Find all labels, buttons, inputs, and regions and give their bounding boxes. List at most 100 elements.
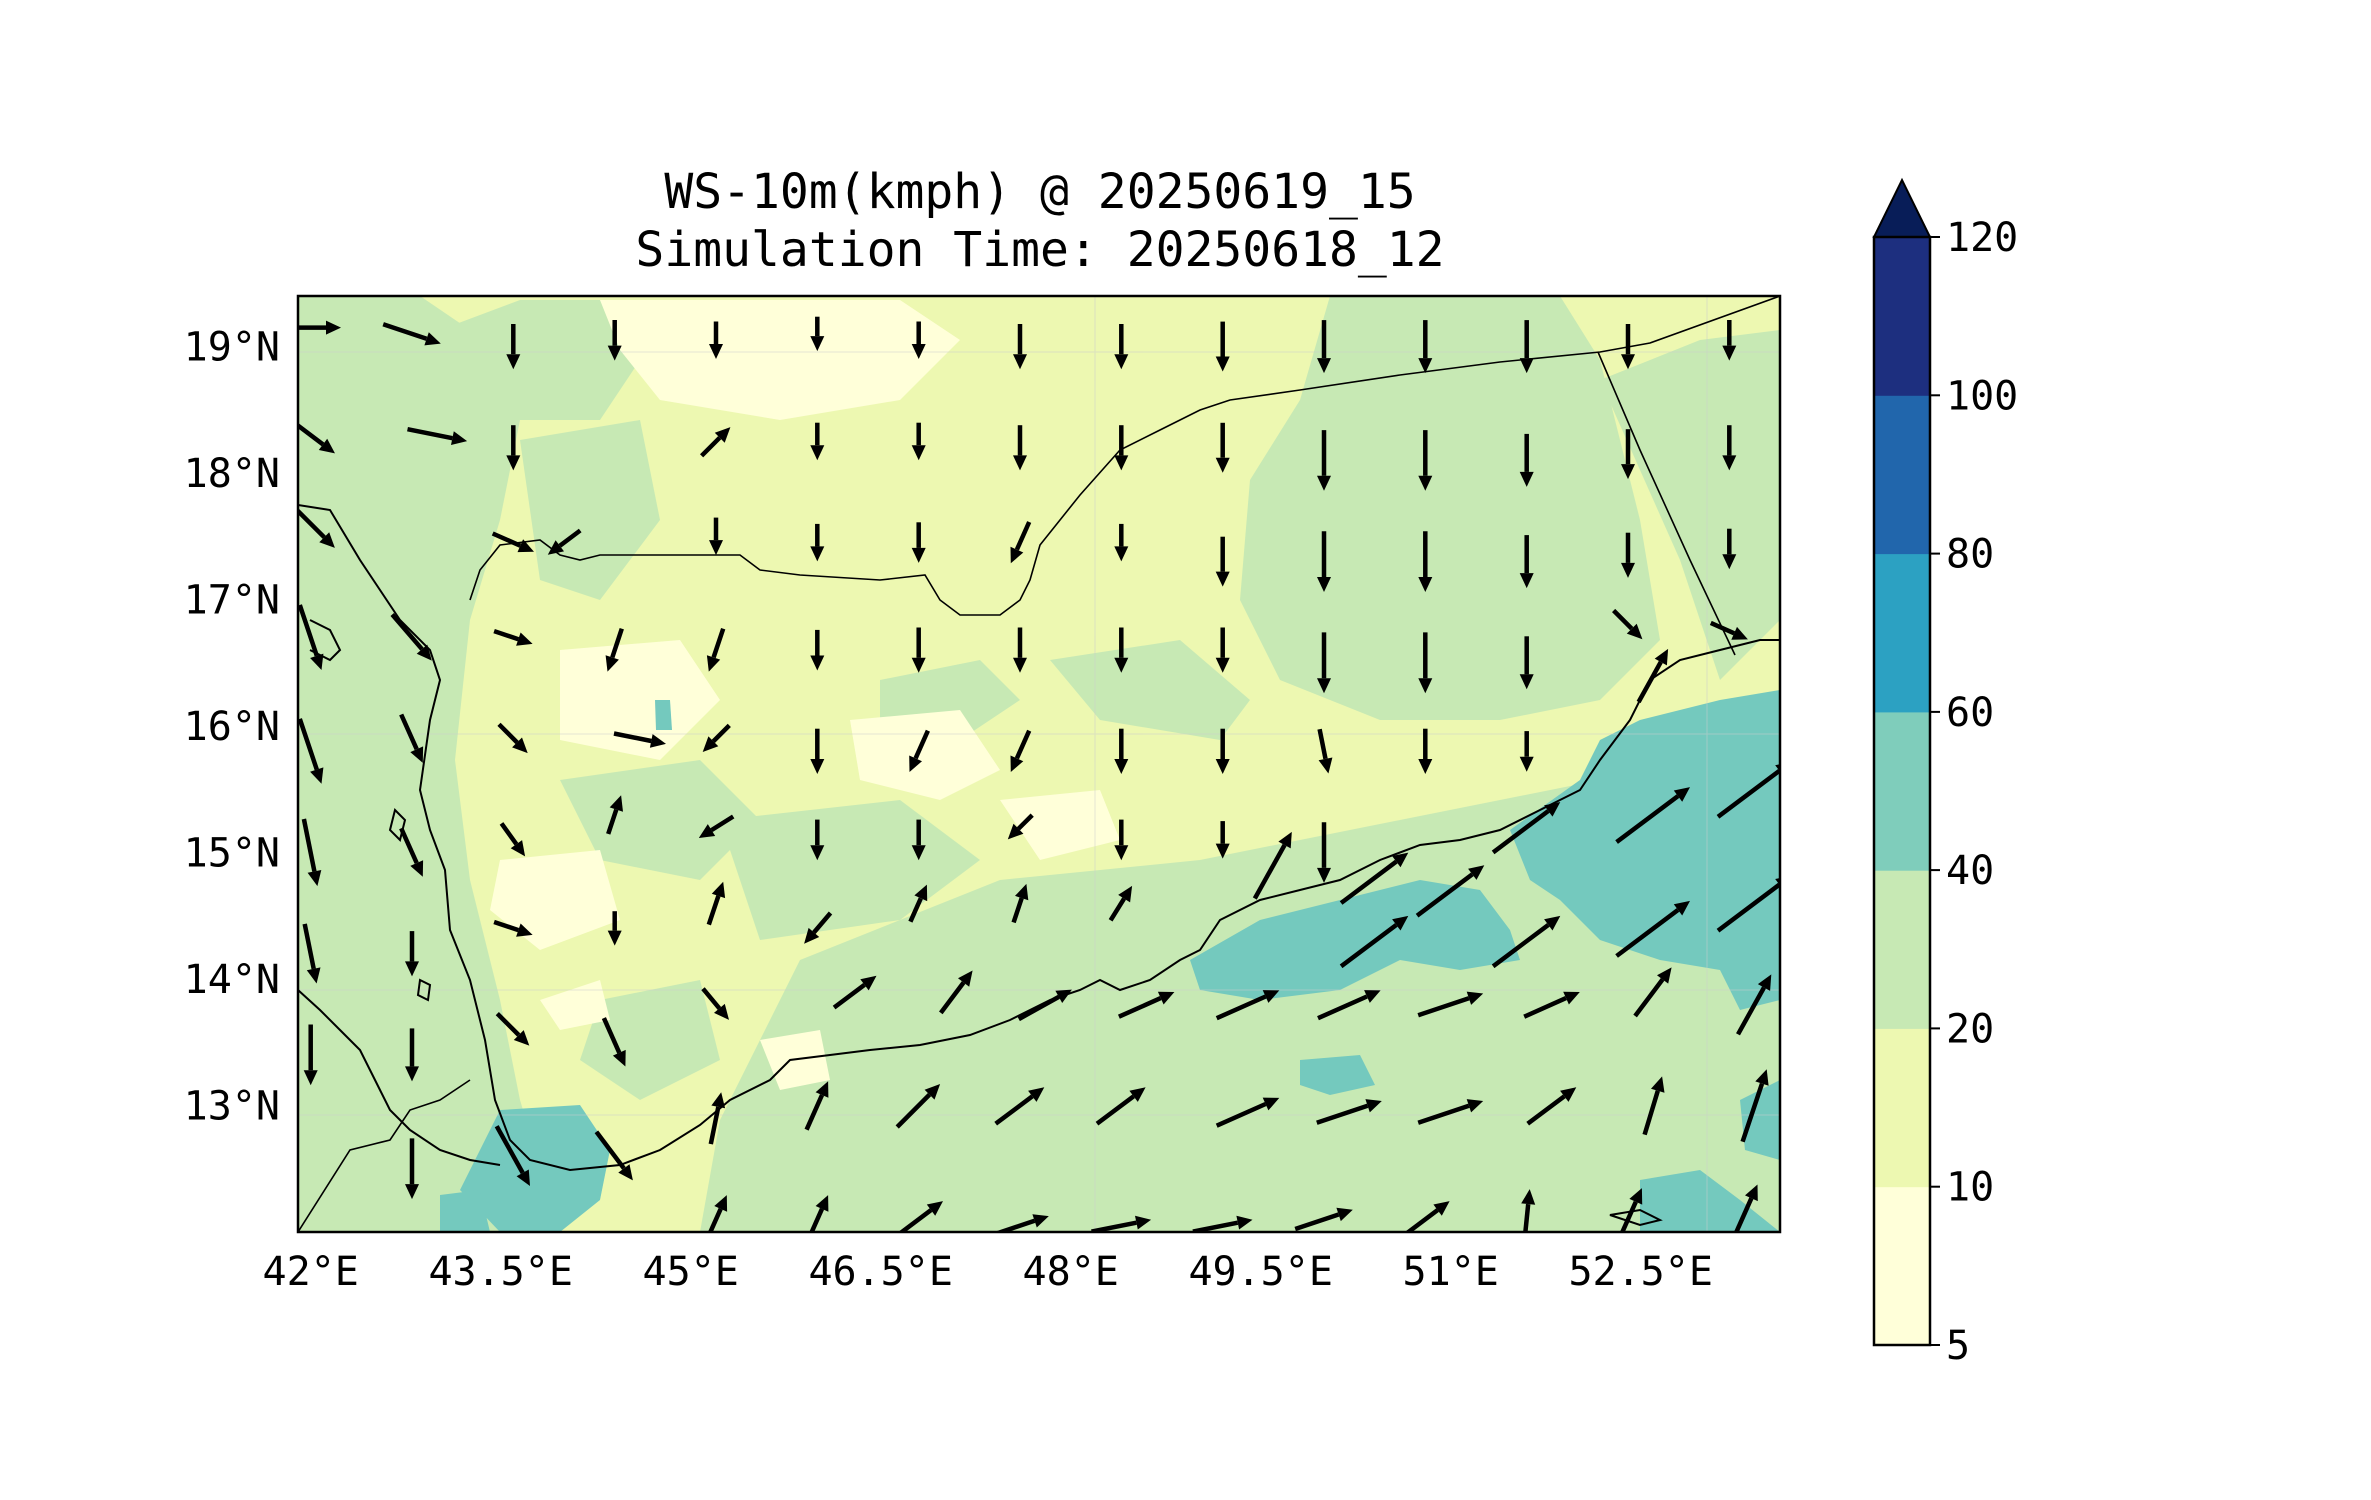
wind-vector-head (1722, 345, 1737, 361)
wind-vector-shaft (1095, 1094, 1135, 1126)
wind-vector-head (1722, 554, 1737, 570)
wind-vector-135 (1091, 1215, 1152, 1232)
wind-vector-36 (1114, 523, 1129, 562)
wind-vector-shaft (895, 1093, 932, 1129)
wind-vector-85 (1491, 802, 1561, 855)
x-tick-label: 51°E (1403, 1249, 1499, 1295)
wind-vector-head (306, 967, 321, 984)
wind-vector-head (1262, 990, 1280, 1003)
wind-vector-41 (1621, 532, 1635, 578)
wind-vector-head (319, 532, 335, 548)
wind-vector-59 (298, 718, 324, 784)
wind-vector-63 (606, 795, 623, 835)
wind-vector-11 (1418, 320, 1433, 374)
wind-vector-head (804, 927, 820, 944)
wind-vector-head (512, 737, 528, 754)
wind-vector-shaft (812, 911, 833, 934)
wind-vector-head (1114, 657, 1129, 673)
wind-vector-head (1673, 787, 1690, 802)
wind-vector-shaft (301, 818, 317, 872)
wind-vector-head (1007, 823, 1024, 840)
wind-vector-122 (895, 1084, 941, 1129)
wind-vector-58 (1636, 648, 1669, 704)
wind-vector-shaft (390, 613, 424, 651)
wind-vector-shaft (1317, 994, 1368, 1021)
wind-vector-2 (506, 324, 521, 370)
wind-vector-28 (1722, 425, 1737, 471)
wind-vector-head (711, 1092, 726, 1109)
wind-vector-111 (1215, 990, 1280, 1021)
wind-vector-head (1317, 475, 1331, 491)
wind-vector-43 (298, 604, 324, 670)
wind-vector-shaft (1733, 1197, 1754, 1232)
wind-vector-head (1654, 648, 1669, 666)
wind-vector-shaft (497, 722, 519, 745)
wind-vector-head (702, 736, 719, 752)
wind-vector-head (1544, 915, 1561, 931)
wind-vector-head (711, 881, 726, 899)
wind-vector-head (516, 1169, 530, 1186)
wind-vector-head (714, 1195, 728, 1212)
wind-vector-80 (1114, 819, 1129, 861)
wind-vector-head (1519, 674, 1534, 690)
colorbar-label: 10 (1946, 1165, 1994, 1211)
wind-vector-1 (382, 322, 441, 346)
x-tick-label: 49.5°E (1188, 1249, 1333, 1295)
wind-vector-22 (1114, 425, 1129, 471)
wind-vector-head (405, 1066, 419, 1082)
wind-vector-head (1114, 759, 1129, 774)
wind-vector-shaft (606, 808, 619, 835)
wind-vector-head (1157, 991, 1175, 1005)
wind-vector-head (1745, 1184, 1758, 1202)
wind-vector-90 (405, 931, 419, 977)
x-tick-label: 46.5°E (808, 1249, 953, 1295)
wind-vector-shaft (558, 528, 582, 548)
wind-vector-52 (1215, 627, 1230, 673)
wind-vector-0 (298, 320, 341, 335)
wind-vector-shaft (1339, 923, 1398, 969)
wind-vector-shaft (1017, 994, 1060, 1022)
y-tick-label: 15°N (184, 831, 280, 877)
wind-vector-head (1651, 1076, 1665, 1093)
wind-vector-head (1519, 358, 1534, 374)
wind-vector-shaft (495, 1012, 521, 1037)
colorbar-segment (1874, 553, 1930, 713)
wind-vector-56 (1612, 608, 1643, 640)
wind-vector-67 (1010, 729, 1032, 772)
wind-vector-48 (810, 629, 825, 671)
wind-vector-head (1135, 1215, 1152, 1230)
wind-vector-head (1466, 1099, 1484, 1113)
wind-vector-shaft (1619, 1200, 1638, 1232)
wind-vector-head (1392, 852, 1409, 868)
colorbar-frame (1872, 235, 1932, 1347)
wind-vector-shaft (711, 627, 726, 659)
wind-vector-shaft (1117, 996, 1162, 1019)
wind-vector-head (1621, 562, 1635, 578)
wind-vector-shaft (399, 713, 419, 751)
wind-vector-102 (303, 1024, 318, 1086)
wind-vector-shaft (1404, 1208, 1439, 1232)
wind-vector-head (1673, 900, 1690, 916)
wind-vector-shaft (1011, 897, 1024, 924)
wind-vector-head (1015, 883, 1029, 901)
wind-vector-14 (1722, 320, 1737, 361)
y-axis-ticks: 19°N 18°N 17°N 16°N 15°N 14°N 13°N (184, 325, 280, 1130)
wind-vector-shaft (1636, 660, 1663, 704)
wind-vector-head (1129, 1087, 1146, 1102)
wind-vector-head (810, 655, 825, 671)
map-area (298, 296, 1780, 1232)
wind-vector-71 (1418, 728, 1433, 774)
wind-vector-shaft (1491, 809, 1550, 855)
wind-vector-head (1418, 678, 1433, 694)
wind-vector-4 (709, 321, 723, 359)
wind-vector-shaft (1709, 620, 1736, 636)
wind-vectors (298, 316, 1780, 1232)
wind-vector-shaft (302, 923, 316, 970)
wind-vector-head (815, 1195, 829, 1212)
wind-vector-shaft (898, 1208, 933, 1232)
wind-vector-head (1010, 546, 1024, 564)
wind-vector-shaft (710, 814, 735, 833)
wind-vector-7 (1013, 324, 1027, 370)
wind-vector-shaft (994, 1094, 1034, 1126)
colorbar-label: 100 (1946, 373, 2018, 419)
